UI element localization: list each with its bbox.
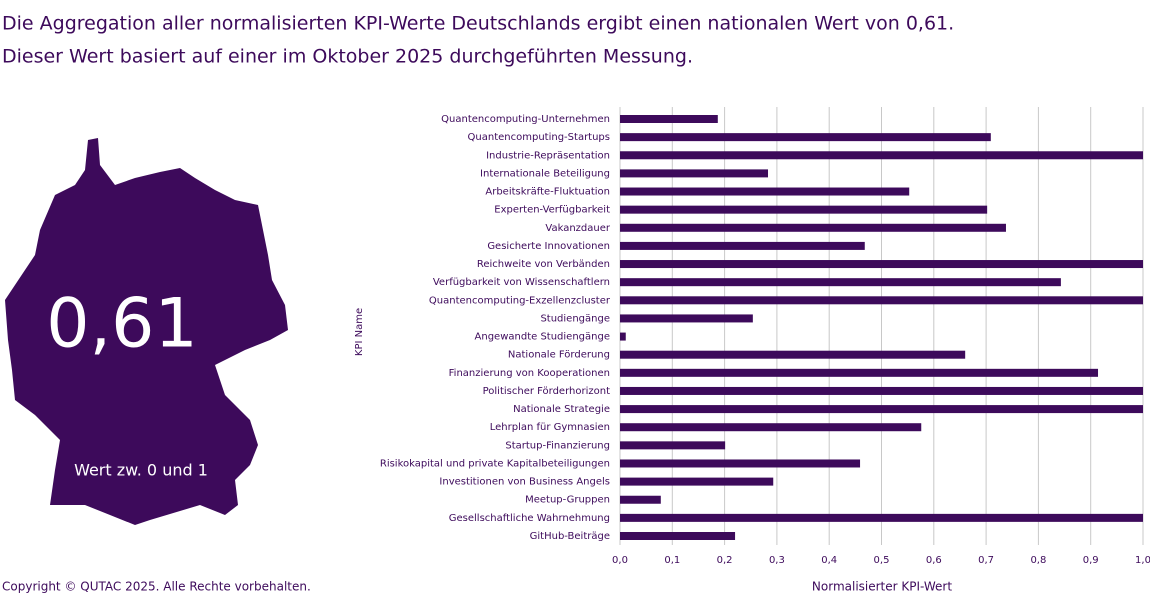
bar [620, 278, 1061, 287]
header-line: Die Aggregation aller normalisierten KPI… [2, 13, 954, 35]
bar [620, 115, 718, 123]
y-tick-label: Industrie-Repräsentation [486, 150, 610, 161]
x-tick-label: 0,2 [717, 555, 733, 566]
x-tick-label: 1,0 [1135, 555, 1150, 566]
map-value: 0,61 [46, 285, 197, 364]
y-tick-label: Nationale Förderung [508, 350, 610, 361]
bar [620, 532, 736, 540]
bar [620, 187, 910, 196]
bar [620, 441, 726, 450]
y-tick-label: Risikokapital und private Kapitalbeteili… [380, 458, 610, 469]
y-tick-label: Gesellschaftliche Wahrnehmung [449, 513, 610, 524]
x-tick-label: 0,9 [1083, 555, 1099, 566]
x-tick-label: 0,4 [821, 555, 837, 566]
bar [620, 260, 1143, 269]
y-tick-label: Vakanzdauer [545, 223, 610, 234]
x-tick-label: 0,7 [978, 555, 994, 566]
y-tick-label: Nationale Strategie [513, 404, 610, 415]
bar [620, 151, 1143, 160]
y-tick-label: Experten-Verfügbarkeit [494, 205, 610, 216]
x-axis-label: Normalisierter KPI-Wert [812, 580, 952, 594]
bar [620, 332, 626, 341]
y-tick-label: Investitionen von Business Angels [439, 477, 610, 488]
header-line: Dieser Wert basiert auf einer im Oktober… [2, 46, 693, 68]
y-tick-label: Quantencomputing-Unternehmen [441, 114, 610, 125]
bar [620, 386, 1143, 395]
map-caption: Wert zw. 0 und 1 [74, 461, 208, 480]
x-tick-label: 0,8 [1030, 555, 1046, 566]
y-tick-label: Quantencomputing-Exzellenzcluster [429, 295, 611, 306]
y-tick-label: Finanzierung von Kooperationen [449, 368, 610, 379]
y-tick-label: Lehrplan für Gymnasien [490, 422, 610, 433]
x-tick-label: 0,1 [664, 555, 680, 566]
bar [620, 368, 1099, 377]
y-tick-label: Arbeitskräfte-Fluktuation [485, 187, 610, 198]
x-tick-label: 0,0 [612, 555, 628, 566]
y-tick-label: Internationale Beteiligung [480, 168, 610, 179]
bar [620, 459, 861, 468]
x-tick-label: 0,5 [874, 555, 890, 566]
bar [620, 169, 769, 178]
x-tick-label: 0,6 [926, 555, 942, 566]
bar [620, 350, 966, 359]
y-tick-label: Studiengänge [540, 313, 610, 324]
bar [620, 495, 661, 504]
bar [620, 405, 1143, 414]
bar [620, 513, 1143, 522]
y-tick-label: Quantencomputing-Startups [468, 132, 610, 143]
y-tick-label: Startup-Finanzierung [505, 440, 610, 451]
y-tick-label: Meetup-Gruppen [525, 495, 610, 506]
bar [620, 296, 1143, 305]
bar [620, 241, 865, 250]
bar [620, 477, 774, 486]
bar [620, 205, 988, 214]
y-tick-label: Politischer Förderhorizont [483, 386, 610, 397]
y-tick-label: Gesicherte Innovationen [487, 241, 610, 252]
bar [620, 314, 753, 323]
bar [620, 423, 922, 432]
y-tick-label: GitHub-Beiträge [530, 531, 610, 542]
copyright: Copyright © QUTAC 2025. Alle Rechte vorb… [2, 580, 311, 594]
bar [620, 133, 991, 142]
germany-map [5, 138, 288, 525]
x-tick-label: 0,3 [769, 555, 785, 566]
y-tick-label: Angewandte Studiengänge [475, 332, 610, 343]
y-tick-label: Verfügbarkeit von Wissenschaftlern [433, 277, 610, 288]
y-axis-label: KPI Name [354, 308, 365, 356]
bar [620, 223, 1006, 232]
y-tick-label: Reichweite von Verbänden [477, 259, 610, 270]
